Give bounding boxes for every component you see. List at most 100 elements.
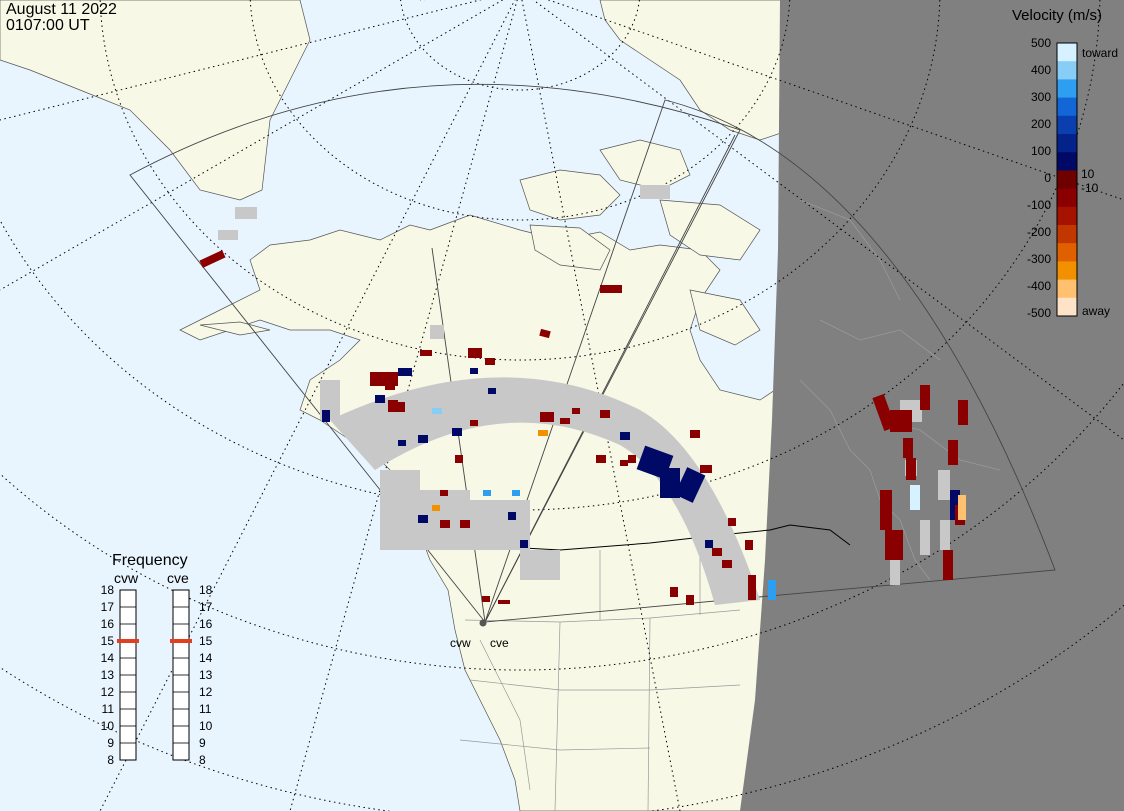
frequency-marker <box>170 639 192 643</box>
frequency-title: Frequency <box>112 552 188 569</box>
velocity-cell <box>890 410 912 432</box>
colorbar-swatch <box>1057 152 1077 171</box>
velocity-cell <box>455 455 463 463</box>
colorbar-tick-label: -100 <box>1027 198 1051 212</box>
velocity-cell <box>395 402 405 412</box>
colorbar-frame <box>1056 42 1078 317</box>
frequency-scale-label: 10 <box>101 719 115 733</box>
frequency-scale-label: 15 <box>101 634 115 648</box>
velocity-cell <box>432 408 442 414</box>
colorbar-tick-label: -10 <box>1081 181 1099 195</box>
velocity-cell <box>440 520 450 528</box>
alaska-islands <box>199 321 271 336</box>
frequency-scale-label: 9 <box>107 736 114 750</box>
velocity-cell <box>482 596 490 602</box>
velocity-cell <box>470 368 478 374</box>
velocity-cell <box>745 540 753 550</box>
velocity-colorbar: Velocity (m/s) 500400300200100100-10-100… <box>1012 7 1118 320</box>
colorbar-swatch <box>1057 115 1077 135</box>
colorbar-tick-label: 0 <box>1044 171 1051 185</box>
colorbar-swatch <box>1057 188 1077 208</box>
frequency-scale-label: 16 <box>101 617 115 631</box>
velocity-cell <box>910 485 920 510</box>
frequency-panel: Frequency cvw cve 18 17 16 15 14 13 12 11 10 9 8 18… <box>101 552 213 767</box>
velocity-cell <box>460 520 470 528</box>
velocity-cell <box>620 460 628 466</box>
colorbar-swatch <box>1057 43 1077 62</box>
velocity-cell <box>620 432 630 440</box>
frequency-scale-label: 13 <box>101 668 115 682</box>
arctic-island-5 <box>689 289 761 346</box>
velocity-cell <box>600 285 622 293</box>
velocity-cell <box>388 400 398 412</box>
velocity-cell <box>452 428 462 436</box>
frequency-radar-cve: cve <box>167 570 189 586</box>
ground-scatter-arc <box>330 377 760 605</box>
frequency-scale-label: 17 <box>199 600 213 614</box>
colorbar-swatch <box>1057 134 1077 153</box>
colorbar-toward-label: toward <box>1082 46 1118 60</box>
frequency-scale-label: 8 <box>107 753 114 767</box>
velocity-cell <box>375 395 385 403</box>
colorbar-tick-label: -500 <box>1027 306 1051 320</box>
velocity-cell <box>488 388 496 394</box>
velocity-cell <box>596 455 606 463</box>
frequency-scale-label: 14 <box>199 651 213 665</box>
siberia-land <box>0 0 311 201</box>
colorbar-swatch <box>1057 97 1077 117</box>
frequency-scale-label: 12 <box>101 685 115 699</box>
velocity-cell <box>943 550 953 580</box>
velocity-cell <box>885 530 903 560</box>
colorbar-tick-label: 300 <box>1031 90 1051 104</box>
colorbar-swatch <box>1057 297 1077 317</box>
ground-scatter <box>218 185 950 605</box>
colorbar-swatch <box>1057 243 1077 262</box>
velocity-cell <box>670 587 678 597</box>
velocity-cell <box>199 250 226 268</box>
frequency-scale-label: 17 <box>101 600 115 614</box>
frequency-scale-label: 18 <box>199 583 213 597</box>
velocity-cell <box>660 468 680 498</box>
radar-site-marker <box>479 619 487 627</box>
velocity-cell <box>470 420 478 426</box>
frequency-scale-label: 15 <box>199 634 213 648</box>
colorbar-swatch <box>1057 61 1077 80</box>
frequency-scale-label: 8 <box>199 753 206 767</box>
colorbar-tick-label: 500 <box>1031 36 1051 50</box>
radar-label-cve: cve <box>490 636 509 650</box>
velocity-cell <box>880 490 892 530</box>
frequency-scale-label: 14 <box>101 651 115 665</box>
colorbar-swatch <box>1057 261 1077 281</box>
velocity-cell <box>572 408 580 414</box>
velocity-cell <box>958 495 966 520</box>
arctic-island-1 <box>519 169 621 221</box>
velocity-cell <box>540 412 554 422</box>
frequency-scale-label: 12 <box>199 685 213 699</box>
cvw-fov <box>129 83 741 623</box>
velocity-cell <box>903 438 913 458</box>
velocity-cell <box>512 490 520 496</box>
velocity-cell <box>948 440 958 465</box>
velocity-cell <box>560 418 570 424</box>
velocity-cell <box>485 358 495 365</box>
frequency-marker <box>117 639 139 643</box>
colorbar-swatch <box>1057 79 1077 99</box>
frequency-scale-label: 11 <box>199 702 212 716</box>
radar-label-cvw: cvw <box>450 636 471 650</box>
colorbar-swatch <box>1057 206 1077 226</box>
frequency-scale-label: 11 <box>102 702 115 716</box>
radar-sites: cvw cve <box>450 619 509 650</box>
political-boundaries <box>469 524 851 551</box>
velocity-cell <box>728 518 736 526</box>
colorbar-tick-label: 200 <box>1031 117 1051 131</box>
velocity-cell <box>322 410 330 422</box>
velocity-cell <box>385 380 395 390</box>
arctic-island-2 <box>599 139 691 191</box>
velocity-cell <box>418 435 428 443</box>
frequency-radar-cvw: cvw <box>114 570 139 586</box>
velocity-cell <box>398 368 412 376</box>
colorbar-tick-label: -400 <box>1027 279 1051 293</box>
velocity-cell <box>420 350 432 356</box>
velocity-cell <box>508 512 516 520</box>
velocity-cell <box>418 515 428 523</box>
